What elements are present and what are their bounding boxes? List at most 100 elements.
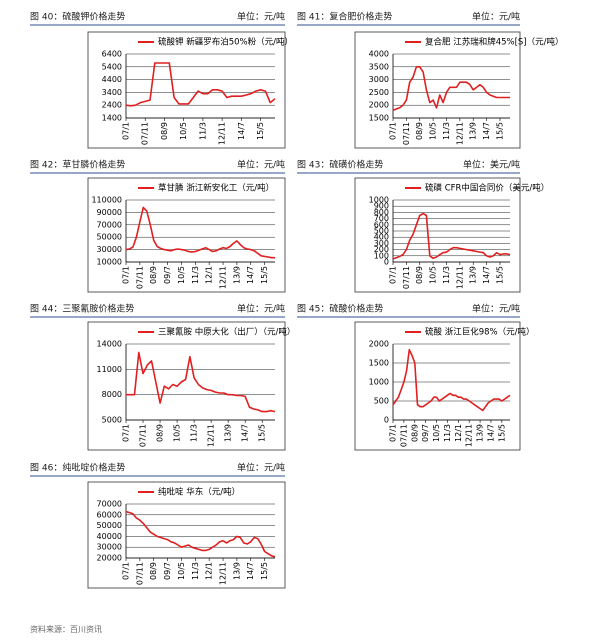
x-tick-label: 14/7 bbox=[237, 122, 246, 140]
y-tick-label: 5400 bbox=[102, 62, 122, 71]
figure-unit: 单位：元/吨 bbox=[472, 11, 520, 23]
x-tick-label: 11/3 bbox=[443, 424, 452, 442]
x-tick-label: 07/11 bbox=[399, 424, 408, 447]
legend-label: 三聚氰胺 中原大化（出厂）（元/吨） bbox=[158, 327, 295, 338]
y-tick-label: 100 bbox=[374, 251, 389, 260]
legend-label: 硫磺 CFR中国合同价（美元/吨） bbox=[425, 183, 549, 194]
x-tick-label: 14/7 bbox=[482, 122, 491, 140]
figure-caption: 图 45：硫酸价格走势 bbox=[297, 303, 383, 315]
y-tick-label: 0 bbox=[384, 416, 389, 425]
x-tick-label: 11/3 bbox=[191, 266, 200, 284]
x-tick-label: 08/9 bbox=[149, 266, 158, 284]
x-tick-label: 14/7 bbox=[246, 266, 255, 284]
x-tick-label: 11/3 bbox=[191, 562, 200, 580]
y-tick-label: 70000 bbox=[97, 220, 122, 229]
figure-caption: 图 41：复合肥价格走势 bbox=[297, 11, 392, 23]
y-tick-label: 700 bbox=[374, 214, 389, 223]
x-tick-label: 12/11 bbox=[455, 266, 464, 289]
x-tick-label: 12/1 bbox=[205, 266, 214, 284]
price-line bbox=[125, 510, 276, 558]
x-tick-label: 09/7 bbox=[163, 562, 172, 580]
y-tick-label: 14000 bbox=[97, 340, 122, 349]
y-tick-label: 300 bbox=[374, 239, 389, 248]
figure-caption: 图 42：草甘膦价格走势 bbox=[30, 159, 125, 171]
x-tick-label: 10/5 bbox=[179, 122, 188, 140]
x-tick-label: 15/5 bbox=[260, 562, 269, 580]
x-tick-label: 08/9 bbox=[156, 424, 165, 442]
legend-label: 复合肥 江苏瑞和牌45%[S]（元/吨） bbox=[425, 37, 564, 48]
x-tick-label: 12/1 bbox=[454, 424, 463, 442]
chart-frame bbox=[87, 321, 286, 451]
y-tick-label: 60000 bbox=[97, 510, 122, 519]
x-tick-label: 08/9 bbox=[415, 266, 424, 284]
x-tick-label: 07/1 bbox=[389, 266, 398, 284]
x-tick-label: 07/1 bbox=[122, 122, 131, 140]
x-tick-label: 10/5 bbox=[429, 266, 438, 284]
price-line bbox=[392, 66, 510, 112]
figure-caption: 图 44：三聚氰胺价格走势 bbox=[30, 303, 134, 315]
y-tick-label: 30000 bbox=[97, 543, 122, 552]
x-tick-label: 14/7 bbox=[482, 266, 491, 284]
figure-unit: 单位：元/吨 bbox=[237, 303, 285, 315]
y-tick-label: 200 bbox=[374, 245, 389, 254]
x-tick-label: 12/1 bbox=[205, 562, 214, 580]
figure-unit: 单位：元/吨 bbox=[237, 159, 285, 171]
x-tick-label: 12/11 bbox=[465, 424, 474, 447]
x-tick-label: 07/1 bbox=[122, 266, 131, 284]
figure-caption: 图 46：纯吡啶价格走势 bbox=[30, 462, 125, 474]
y-tick-label: 20000 bbox=[97, 554, 122, 563]
y-tick-label: 10000 bbox=[97, 258, 122, 267]
y-tick-label: 800 bbox=[374, 208, 389, 217]
x-tick-label: 14/7 bbox=[246, 562, 255, 580]
x-tick-label: 07/11 bbox=[139, 424, 148, 447]
y-tick-label: 1000 bbox=[369, 196, 389, 205]
x-tick-label: 13/9 bbox=[232, 562, 241, 580]
chart-frame bbox=[354, 321, 521, 451]
x-tick-label: 08/9 bbox=[160, 122, 169, 140]
y-tick-label: 1500 bbox=[369, 114, 389, 123]
figure-unit: 单位：元/吨 bbox=[472, 303, 520, 315]
y-tick-label: 4000 bbox=[369, 50, 389, 59]
y-tick-label: 3000 bbox=[369, 75, 389, 84]
y-tick-label: 70000 bbox=[97, 500, 122, 509]
x-tick-label: 13/9 bbox=[469, 266, 478, 284]
price-line bbox=[125, 62, 276, 107]
y-tick-label: 400 bbox=[374, 233, 389, 242]
x-tick-label: 09/7 bbox=[421, 424, 430, 442]
y-tick-label: 500 bbox=[374, 227, 389, 236]
x-tick-label: 13/9 bbox=[232, 266, 241, 284]
x-tick-label: 10/5 bbox=[432, 424, 441, 442]
y-tick-label: 600 bbox=[374, 220, 389, 229]
figure-caption: 图 40：硫酸钾价格走势 bbox=[30, 11, 125, 23]
legend-label: 硫酸钾 新疆罗布泊50%粉（元/吨） bbox=[158, 37, 293, 48]
x-tick-label: 15/5 bbox=[495, 122, 504, 140]
x-tick-label: 10/5 bbox=[177, 266, 186, 284]
legend-label: 草甘膦 浙江新安化工（元/吨） bbox=[158, 183, 274, 194]
x-tick-label: 07/11 bbox=[141, 122, 150, 145]
chart-frame bbox=[354, 31, 521, 149]
x-tick-label: 12/11 bbox=[219, 562, 228, 585]
x-tick-label: 07/1 bbox=[122, 562, 131, 580]
x-tick-label: 11/3 bbox=[198, 122, 207, 140]
x-tick-label: 14/7 bbox=[486, 424, 495, 442]
y-tick-label: 90000 bbox=[97, 208, 122, 217]
chart-frame bbox=[87, 481, 286, 589]
y-tick-label: 8000 bbox=[102, 390, 122, 399]
figure-unit: 单位：元/吨 bbox=[237, 11, 285, 23]
y-tick-label: 30000 bbox=[97, 245, 122, 254]
figure-unit: 单位：美元/吨 bbox=[463, 159, 520, 171]
x-tick-label: 11/3 bbox=[190, 424, 199, 442]
y-tick-label: 11000 bbox=[97, 365, 122, 374]
source-note: 资料来源：百川资讯 bbox=[30, 624, 102, 634]
y-tick-label: 2000 bbox=[369, 340, 389, 349]
y-tick-label: 50000 bbox=[97, 521, 122, 530]
x-tick-label: 07/1 bbox=[389, 424, 398, 442]
price-line bbox=[126, 351, 276, 413]
figure-caption: 图 43：硫磺价格走势 bbox=[297, 159, 383, 171]
x-tick-label: 12/11 bbox=[219, 266, 228, 289]
x-tick-label: 07/11 bbox=[135, 562, 144, 585]
x-tick-label: 15/5 bbox=[258, 424, 267, 442]
x-tick-label: 07/1 bbox=[389, 122, 398, 140]
x-tick-label: 08/9 bbox=[410, 424, 419, 442]
